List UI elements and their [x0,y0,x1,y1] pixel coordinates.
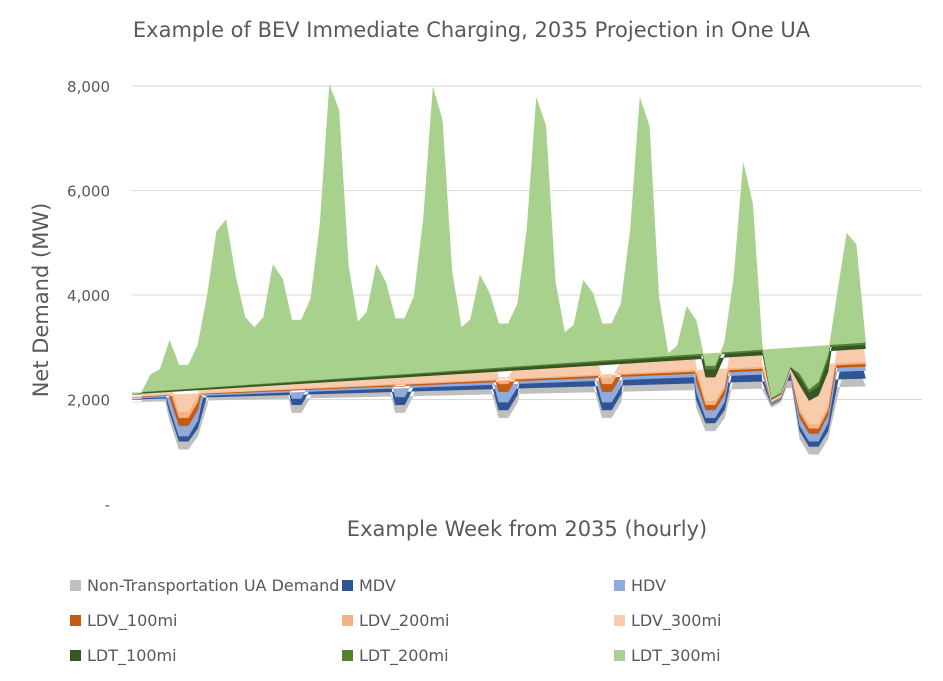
y-axis-label: Net Demand (MW) [29,202,53,398]
legend-item: LDT_300mi [614,646,721,665]
legend-swatch [70,615,81,626]
y-tick-label: - [105,496,110,514]
legend-item: LDV_100mi [70,611,177,630]
legend-swatch [70,580,81,591]
area-ldt-300mi [132,85,866,399]
legend-label: Non-Transportation UA Demand [87,576,340,595]
legend-label: LDT_200mi [359,646,449,665]
legend-item: LDV_300mi [614,611,721,630]
gridlines [132,85,922,401]
y-tick-label: 4,000 [67,287,110,305]
legend-swatch [614,650,625,661]
legend: Non-Transportation UA Demand MDV HDV LDV_10… [0,570,943,670]
legend-swatch [342,580,353,591]
chart-title: Example of BEV Immediate Charging, 2035 … [132,18,811,42]
legend-label: LDV_200mi [359,611,450,630]
y-tick-label: 8,000 [67,78,110,96]
legend-item: HDV [614,576,666,595]
legend-label: LDT_100mi [87,646,177,665]
legend-label: LDT_300mi [631,646,721,665]
y-axis-ticks: - 2,000 4,000 6,000 8,000 [67,78,110,514]
legend-item: MDV [342,576,396,595]
legend-swatch [342,650,353,661]
legend-swatch [70,650,81,661]
legend-swatch [614,580,625,591]
y-tick-label: 2,000 [67,392,110,410]
legend-swatch [342,615,353,626]
legend-item: Non-Transportation UA Demand [70,576,339,595]
legend-swatch [614,615,625,626]
y-tick-label: 6,000 [67,183,110,201]
legend-label: LDV_300mi [631,611,722,630]
legend-label: HDV [631,576,667,595]
stacked-areas [132,85,866,455]
legend-label: MDV [359,576,396,595]
x-axis-label: Example Week from 2035 (hourly) [346,517,708,541]
legend-item: LDT_100mi [70,646,177,665]
legend-item: LDV_200mi [342,611,449,630]
legend-label: LDV_100mi [87,611,178,630]
legend-item: LDT_200mi [342,646,449,665]
